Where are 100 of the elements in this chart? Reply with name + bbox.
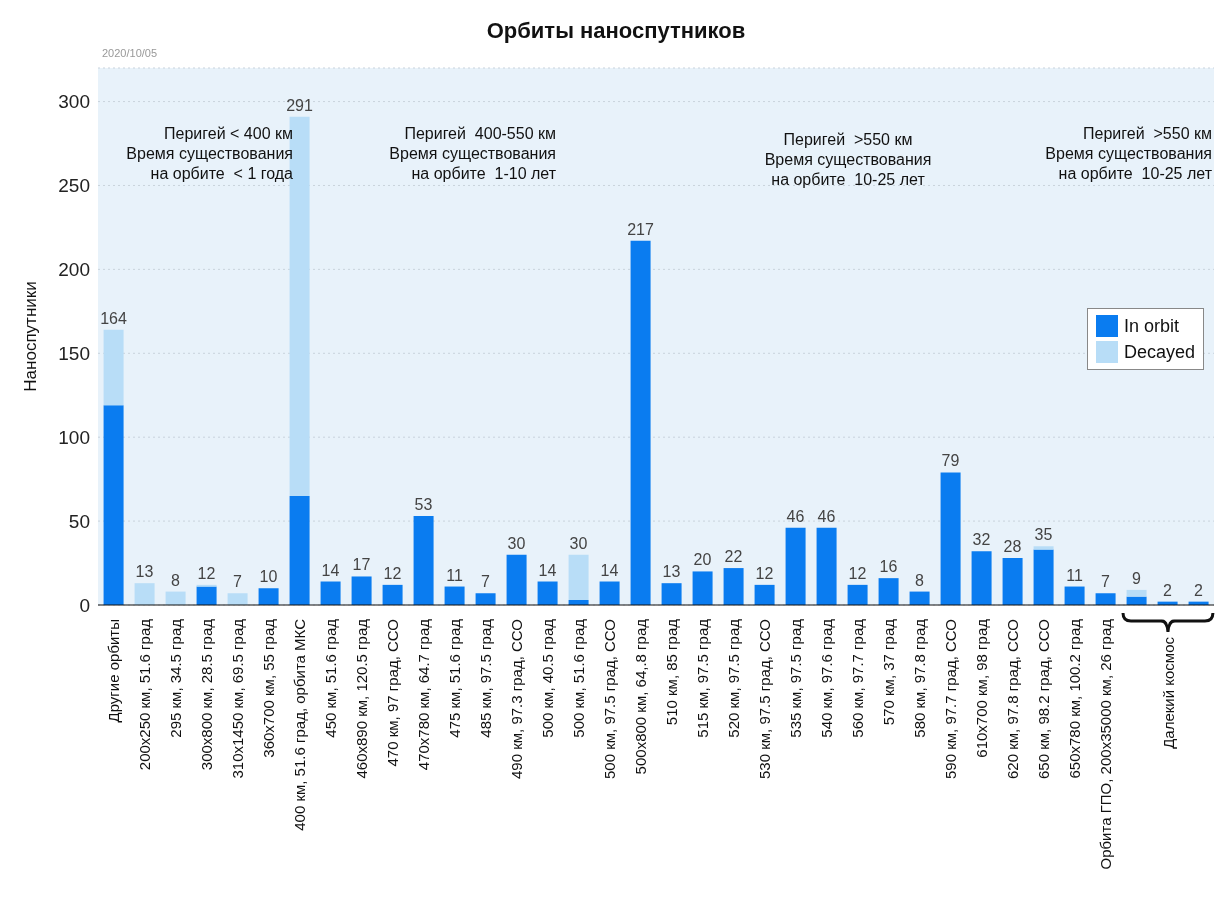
x-tick-label: 450 км, 51.6 град (322, 618, 339, 738)
x-tick-label: 490 км, 97.3 град, ССО (508, 619, 525, 780)
y-tick-label: 200 (58, 259, 90, 281)
bar (785, 527, 806, 605)
chart-title: Орбиты наноспутников (485, 18, 747, 44)
bar (382, 584, 403, 605)
total-label: 12 (848, 564, 867, 582)
y-tick-label: 150 (58, 343, 90, 365)
x-tick-label: 650x780 км, 100.2 град (1066, 618, 1083, 779)
annotation: Перигей < 400 км Время существования на орбите < 1 года (126, 124, 293, 184)
bar (103, 405, 124, 605)
text: Далекий космос (1159, 636, 1176, 749)
x-tick-label: 470x780 км, 64.7 град (415, 618, 432, 771)
x-tick-label: 500x800 км, 64,.8 град (632, 618, 649, 775)
bar (227, 593, 248, 605)
text: 2020/10/05 (102, 46, 158, 60)
total-label: 30 (507, 534, 526, 552)
bar (258, 588, 279, 605)
total-label: 11 (1066, 566, 1083, 584)
x-tick-label: 610x700 км, 98 град (973, 618, 990, 758)
annotation: Перигей >550 км Время существования на орбите 10-25 лет (764, 130, 932, 190)
total-label: 12 (755, 564, 774, 582)
x-tick-label: 400 км, 51.6 град, орбита МКС (291, 618, 308, 831)
y-axis-title: Наноспутники (21, 281, 41, 392)
bar (1033, 549, 1054, 605)
bar (692, 571, 713, 605)
total-label: 46 (817, 507, 836, 525)
bar (940, 472, 961, 605)
total-label: 14 (321, 561, 340, 579)
y-tick-label: 250 (58, 175, 90, 197)
bar (444, 586, 465, 605)
bar (754, 584, 775, 605)
bar (1095, 593, 1116, 605)
bar (878, 578, 899, 605)
bar (971, 551, 992, 605)
x-tick-label: 560 км, 97.7 град (849, 618, 866, 738)
total-label: 7 (233, 573, 243, 591)
bar (599, 581, 620, 605)
legend-label: In orbit (1123, 315, 1179, 338)
bar (506, 554, 527, 605)
total-label: 12 (383, 564, 402, 582)
x-tick-label: 500 км, 40.5 град (539, 618, 556, 738)
bar (816, 527, 837, 605)
bar (289, 495, 310, 605)
total-label: 217 (627, 220, 654, 238)
total-label: 2 (1194, 581, 1204, 599)
total-label: 16 (879, 558, 898, 576)
bar (630, 240, 651, 605)
total-label: 46 (786, 507, 805, 525)
total-label: 20 (693, 551, 712, 569)
x-tick-label: 485 км, 97.5 град (477, 618, 494, 738)
x-tick-label: 295 км, 34.5 град (167, 618, 184, 738)
x-tick-label: 470 км, 97 град, ССО (384, 619, 401, 767)
annotation: Перигей 400-550 км Время существования на орбите 1-10 лет (389, 124, 556, 184)
total-label: 12 (197, 564, 216, 582)
y-tick-label: 50 (68, 510, 90, 532)
bar (475, 593, 496, 605)
bar (1064, 586, 1085, 605)
y-tick-label: 0 (79, 594, 90, 616)
total-label: 14 (600, 561, 619, 579)
total-label: 79 (941, 452, 960, 470)
legend-label: Decayed (1123, 341, 1195, 364)
total-label: 7 (1101, 573, 1111, 591)
bar (413, 516, 434, 605)
bar (568, 554, 589, 600)
total-label: 17 (352, 556, 371, 574)
bar (351, 576, 372, 605)
total-label: 8 (171, 571, 181, 589)
x-tick-label: 200x250 км, 51.6 град (136, 618, 153, 771)
x-tick-label: 620 км, 97.8 град, ССО (1004, 619, 1021, 780)
x-tick-label: 535 км, 97.5 град (787, 618, 804, 738)
x-tick-label: 520 км, 97.5 град (725, 618, 742, 738)
total-label: 7 (481, 573, 491, 591)
total-label: 22 (724, 548, 743, 566)
bar (1002, 558, 1023, 605)
total-label: 13 (662, 563, 681, 581)
total-label: 9 (1132, 569, 1142, 587)
x-tick-label: 460x890 км, 120.5 град (353, 618, 370, 779)
x-tick-label: 540 км, 97.6 град (818, 618, 835, 738)
bar (537, 581, 558, 605)
total-label: 8 (915, 571, 925, 589)
total-label: 291 (286, 96, 313, 114)
x-tick-label: 300x800 км, 28.5 град (198, 618, 215, 771)
y-tick-label: 100 (58, 426, 90, 448)
x-tick-label: 500 км, 51.6 град (570, 618, 587, 738)
x-tick-label: Другие орбиты (105, 619, 122, 723)
total-label: 10 (259, 568, 278, 586)
bar (1033, 546, 1054, 550)
x-tick-label: 510 км, 85 град (663, 618, 680, 726)
x-tick-label: 475 км, 51.6 град (446, 618, 463, 738)
total-label: 11 (446, 566, 463, 584)
y-tick-label: 300 (58, 91, 90, 113)
bar (134, 583, 155, 605)
bar (320, 581, 341, 605)
bar (196, 586, 217, 605)
total-label: 53 (414, 496, 433, 514)
bar (1126, 589, 1147, 597)
bar (661, 583, 682, 605)
bar (103, 329, 124, 406)
bar (847, 584, 868, 605)
